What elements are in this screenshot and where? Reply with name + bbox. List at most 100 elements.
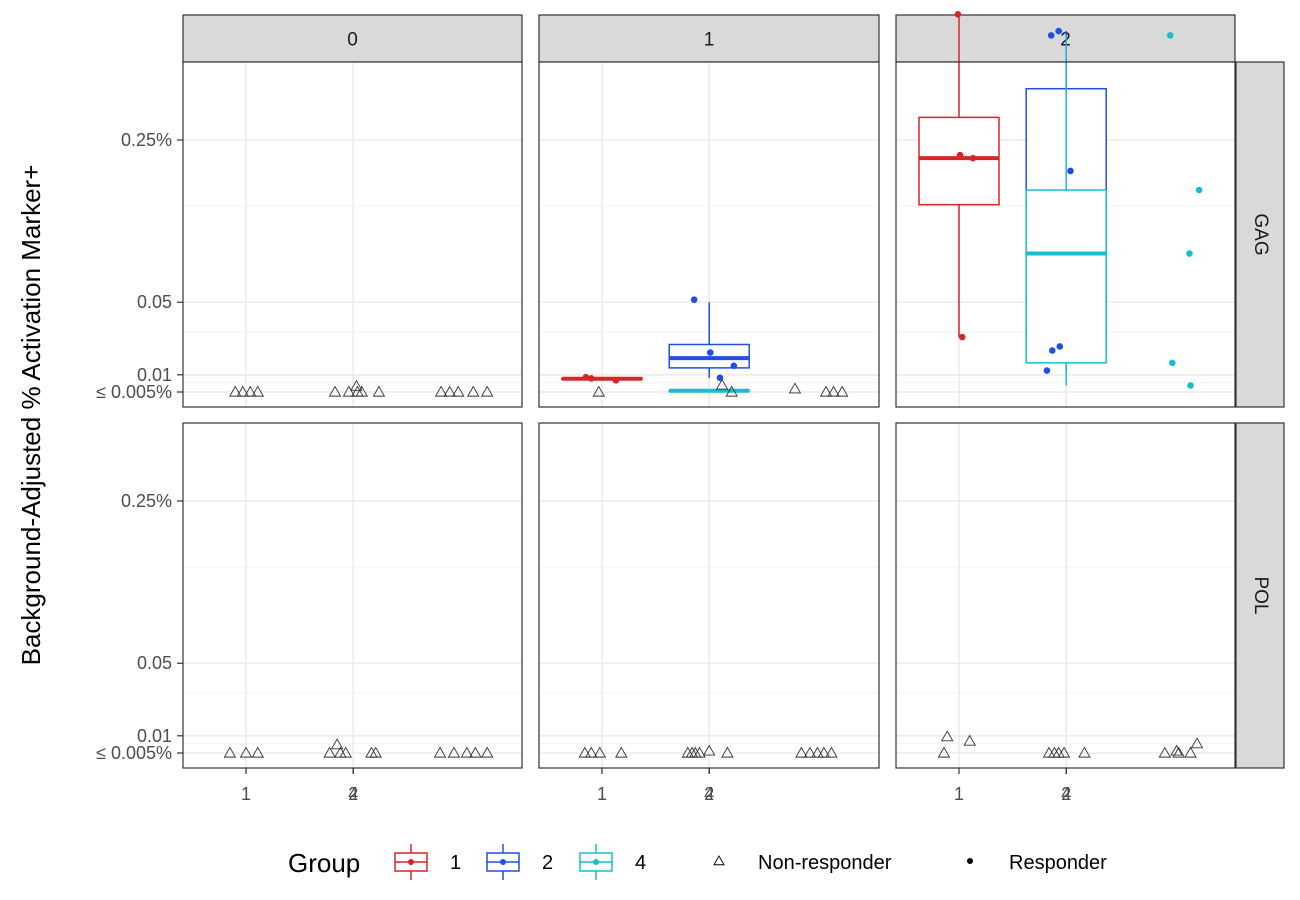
non-responder-point [244, 385, 257, 397]
legend-key-group-4 [579, 844, 613, 880]
non-responder-point [615, 746, 628, 758]
non-responder-point [339, 746, 352, 758]
panel-border [538, 61, 880, 408]
non-responder-point [693, 746, 706, 758]
legend: Group 1 2 4 Non-responder Responder [288, 844, 1107, 880]
non-responder-point [702, 744, 716, 756]
non-responder-point [715, 378, 729, 390]
non-responder-point [330, 738, 344, 750]
non-responder-point [328, 385, 342, 397]
x-tick-label: 1 [597, 784, 607, 804]
non-responder-point [451, 385, 465, 397]
responder-point [716, 374, 724, 382]
legend-non-responder-icon [713, 855, 725, 866]
non-responder-point [819, 385, 833, 397]
responder-point [587, 375, 595, 382]
responder-point [730, 362, 738, 370]
non-responder-point [466, 385, 480, 397]
legend-key-dot [593, 859, 599, 865]
non-responder-point [827, 385, 840, 397]
non-responder-point [835, 385, 849, 397]
non-responder-point [940, 730, 954, 742]
x-tick-label: 4 [1061, 784, 1071, 804]
responder-point [956, 151, 964, 159]
non-responder-point [229, 385, 242, 397]
y-tick-label: 0.25% [121, 491, 172, 511]
legend-key-dot [500, 859, 506, 865]
y-tick-label: 0.25% [121, 130, 172, 150]
non-responder-point [825, 746, 838, 758]
x-tick-label: 2 [1061, 784, 1071, 804]
responder-point [706, 349, 714, 356]
non-responder-point [1172, 746, 1186, 758]
y-tick-label: ≤ 0.005% [96, 382, 172, 402]
non-responder-point [578, 746, 592, 758]
non-responder-point [721, 746, 734, 758]
y-tick-label: ≤ 0.005% [96, 743, 172, 763]
responder-point [1169, 359, 1176, 367]
responder-point [1047, 32, 1055, 39]
legend-title: Group [288, 848, 360, 878]
x-tick-label: 2 [704, 784, 714, 804]
panel-marks-2-pol [937, 730, 1204, 758]
non-responder-point [469, 746, 482, 758]
box-iqr [1025, 189, 1107, 364]
legend-label: Non-responder [758, 852, 892, 874]
responder-point [1043, 367, 1051, 374]
box-iqr [918, 116, 1000, 206]
legend-label: 2 [542, 852, 553, 874]
x-tick-label: 4 [348, 784, 358, 804]
x-tick-label: 1 [954, 784, 964, 804]
responder-point [612, 377, 620, 384]
non-responder-point [342, 385, 356, 397]
column-strip-0 [182, 14, 523, 63]
non-responder-point [1184, 746, 1197, 758]
y-tick-label: 0.05 [137, 653, 172, 673]
row-strip-gag [1235, 61, 1285, 408]
panel-border [182, 61, 523, 408]
non-responder-point [460, 746, 474, 758]
non-responder-point [937, 746, 951, 758]
non-responder-point [788, 382, 802, 394]
non-responder-point [592, 385, 606, 397]
non-responder-point [323, 746, 336, 758]
y-tick-label: 0.01 [137, 365, 172, 385]
panel-marks-2-gag [918, 10, 1203, 389]
panel-marks-1-gag [561, 296, 849, 397]
non-responder-point [434, 385, 448, 397]
non-responder-point [480, 746, 494, 758]
panel-0-pol [183, 423, 522, 768]
x-tick-label: 1 [241, 784, 251, 804]
non-responder-point [251, 385, 265, 397]
panel-marks-0-gag [229, 379, 494, 397]
non-responder-point [1158, 746, 1172, 758]
x-tick-label: 4 [704, 784, 714, 804]
non-responder-point [795, 746, 808, 758]
column-strip-label: 0 [347, 30, 358, 51]
non-responder-point [369, 746, 382, 758]
non-responder-point [223, 746, 237, 758]
y-tick-label: 0.01 [137, 726, 172, 746]
non-responder-point [1057, 746, 1071, 758]
row-strip-label: GAG [1250, 213, 1271, 255]
responder-point [969, 154, 977, 162]
column-strip-label: 1 [704, 30, 715, 51]
responder-point [1056, 343, 1064, 350]
responder-point [1048, 347, 1056, 354]
responder-point [958, 333, 966, 341]
panel-0-gag [183, 62, 522, 407]
non-responder-point [963, 734, 976, 746]
legend-label: Responder [1009, 852, 1107, 874]
non-responder-point [236, 385, 250, 397]
non-responder-point [433, 746, 447, 758]
responder-point [582, 373, 590, 381]
non-responder-point [447, 746, 461, 758]
non-responder-point [443, 385, 456, 397]
non-responder-point [585, 746, 598, 758]
responder-point [1187, 382, 1194, 389]
non-responder-point [811, 746, 824, 758]
non-responder-point [1078, 746, 1091, 758]
responder-point [1195, 186, 1203, 194]
y-tick-label: 0.05 [137, 292, 172, 312]
responder-point [1186, 250, 1193, 257]
